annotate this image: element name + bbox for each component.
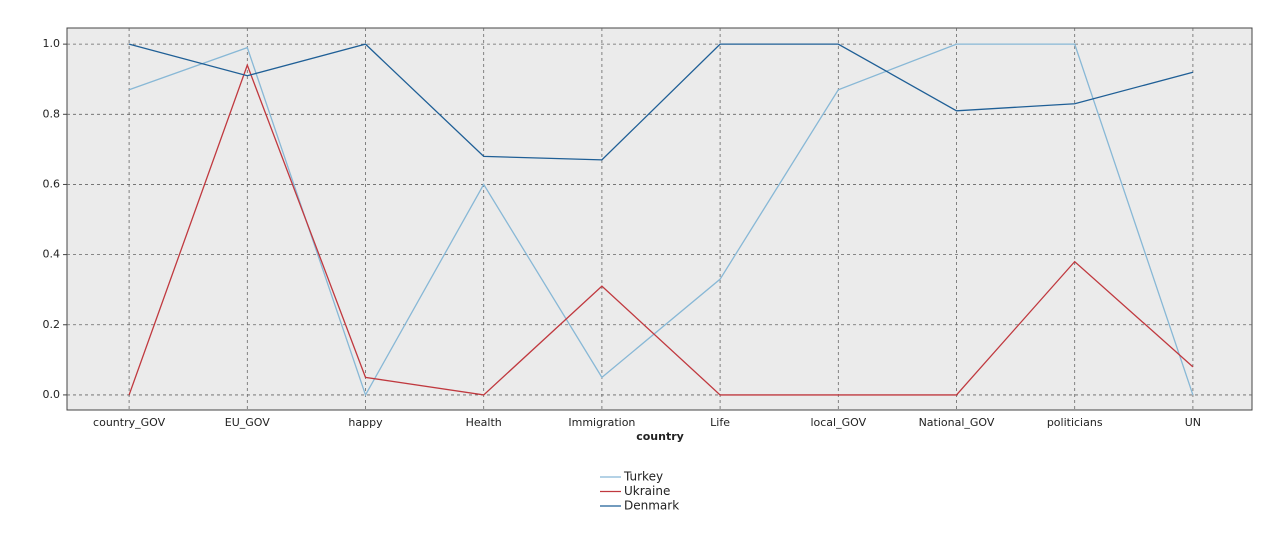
x-tick-label: politicians bbox=[1047, 416, 1103, 429]
y-tick-label: 0.6 bbox=[43, 177, 61, 190]
x-tick-label: National_GOV bbox=[919, 416, 995, 429]
series-line bbox=[128, 43, 1194, 161]
y-tick-label: 0.4 bbox=[43, 248, 61, 261]
plot-area bbox=[66, 27, 1253, 411]
x-axis-title: country bbox=[636, 430, 684, 443]
legend-label: Denmark bbox=[624, 499, 679, 513]
x-tick-label: UN bbox=[1185, 416, 1201, 429]
series-line bbox=[128, 63, 1194, 396]
x-tick-label: EU_GOV bbox=[225, 416, 270, 429]
x-tick-label: local_GOV bbox=[810, 416, 866, 429]
y-tick-label: 0.0 bbox=[43, 388, 61, 401]
x-tick-label: Health bbox=[466, 416, 502, 429]
x-tick-label: Life bbox=[710, 416, 730, 429]
y-tick-label: 1.0 bbox=[43, 37, 61, 50]
x-tick-label: happy bbox=[348, 416, 383, 429]
x-tick-label: country_GOV bbox=[93, 416, 166, 429]
legend-label: Turkey bbox=[623, 470, 663, 484]
y-tick-label: 0.2 bbox=[43, 318, 61, 331]
legend-label: Ukraine bbox=[624, 484, 670, 498]
x-tick-label: Immigration bbox=[568, 416, 635, 429]
y-tick-label: 0.8 bbox=[43, 107, 61, 120]
